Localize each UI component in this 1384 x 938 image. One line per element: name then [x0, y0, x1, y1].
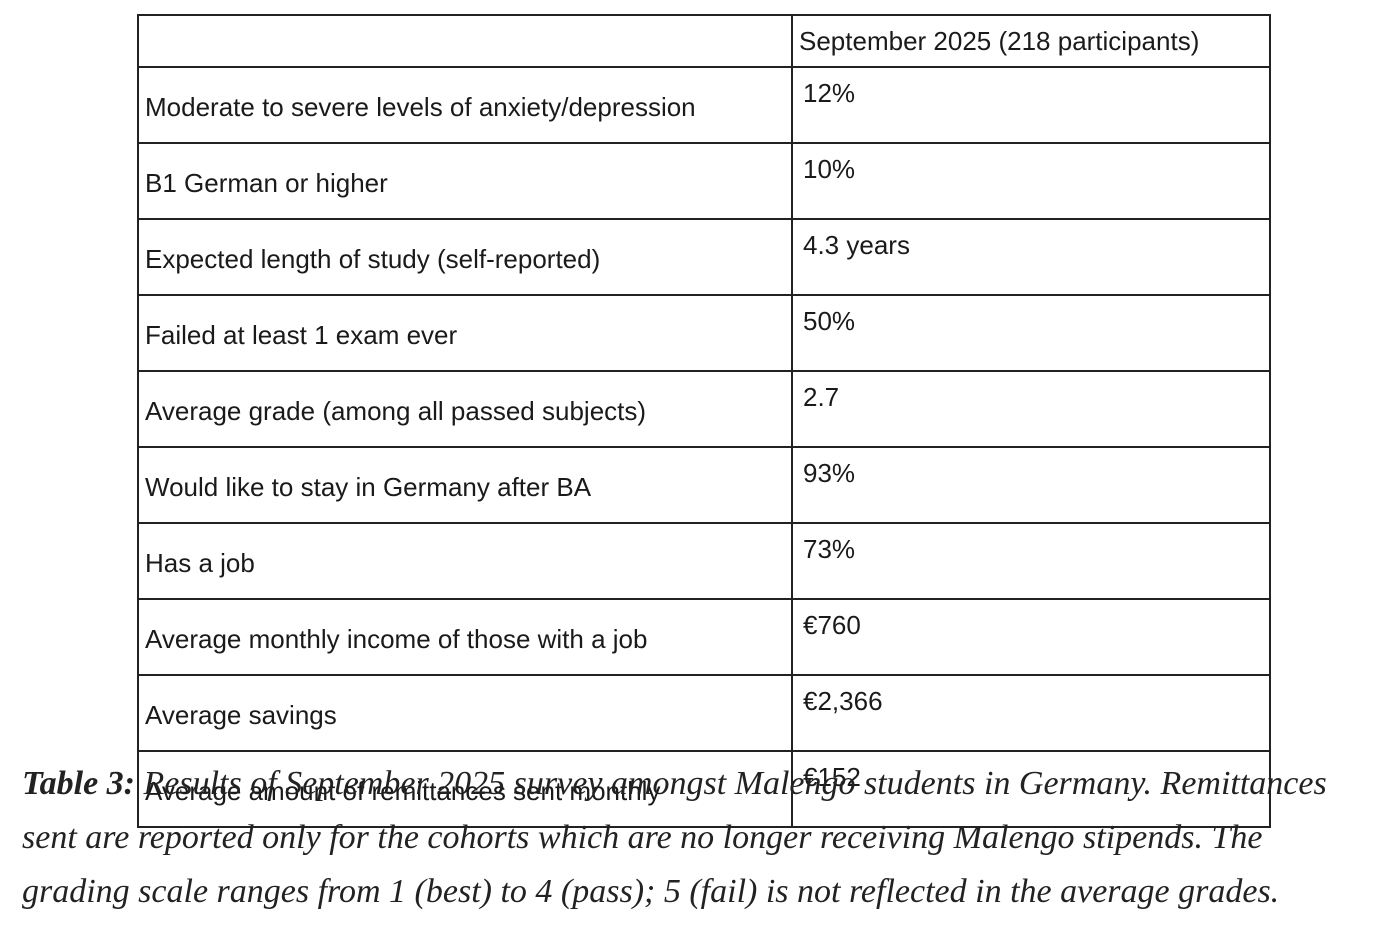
row-label: Average grade (among all passed subjects…	[137, 370, 793, 448]
caption-label: Table 3:	[22, 765, 136, 802]
table-row: B1 German or higher 10%	[137, 142, 1271, 220]
table-row: Average grade (among all passed subjects…	[137, 370, 1271, 448]
row-label: B1 German or higher	[137, 142, 793, 220]
row-value: 93%	[791, 446, 1271, 524]
results-table: September 2025 (218 participants) Modera…	[137, 14, 1271, 828]
row-label: Expected length of study (self-reported)	[137, 218, 793, 296]
table-row: Average monthly income of those with a j…	[137, 598, 1271, 676]
table-caption: Table 3: Results of September 2025 surve…	[22, 757, 1372, 919]
row-value: 73%	[791, 522, 1271, 600]
table-row: Expected length of study (self-reported)…	[137, 218, 1271, 296]
table-row: Failed at least 1 exam ever 50%	[137, 294, 1271, 372]
row-value: €2,366	[791, 674, 1271, 752]
caption-text: Results of September 2025 survey amongst…	[22, 765, 1327, 910]
table-row: Average savings €2,366	[137, 674, 1271, 752]
table-row: Would like to stay in Germany after BA 93…	[137, 446, 1271, 524]
header-row: September 2025 (218 participants)	[137, 14, 1271, 68]
row-value: 12%	[791, 66, 1271, 144]
row-value: €760	[791, 598, 1271, 676]
row-value: €152	[791, 750, 1271, 828]
row-label: Failed at least 1 exam ever	[137, 294, 793, 372]
header-empty-cell	[137, 14, 793, 68]
row-label: Average amount of remittances sent month…	[137, 750, 793, 828]
table-row: Average amount of remittances sent month…	[137, 750, 1271, 828]
row-label: Average savings	[137, 674, 793, 752]
row-value: 4.3 years	[791, 218, 1271, 296]
table-row: Moderate to severe levels of anxiety/dep…	[137, 66, 1271, 144]
row-label: Moderate to severe levels of anxiety/dep…	[137, 66, 793, 144]
row-value: 2.7	[791, 370, 1271, 448]
table-row: Has a job 73%	[137, 522, 1271, 600]
row-label: Has a job	[137, 522, 793, 600]
header-cell: September 2025 (218 participants)	[791, 14, 1271, 68]
table-body: Moderate to severe levels of anxiety/dep…	[137, 66, 1271, 828]
row-value: 50%	[791, 294, 1271, 372]
row-value: 10%	[791, 142, 1271, 220]
row-label: Would like to stay in Germany after BA	[137, 446, 793, 524]
row-label: Average monthly income of those with a j…	[137, 598, 793, 676]
table-head: September 2025 (218 participants)	[137, 14, 1271, 68]
